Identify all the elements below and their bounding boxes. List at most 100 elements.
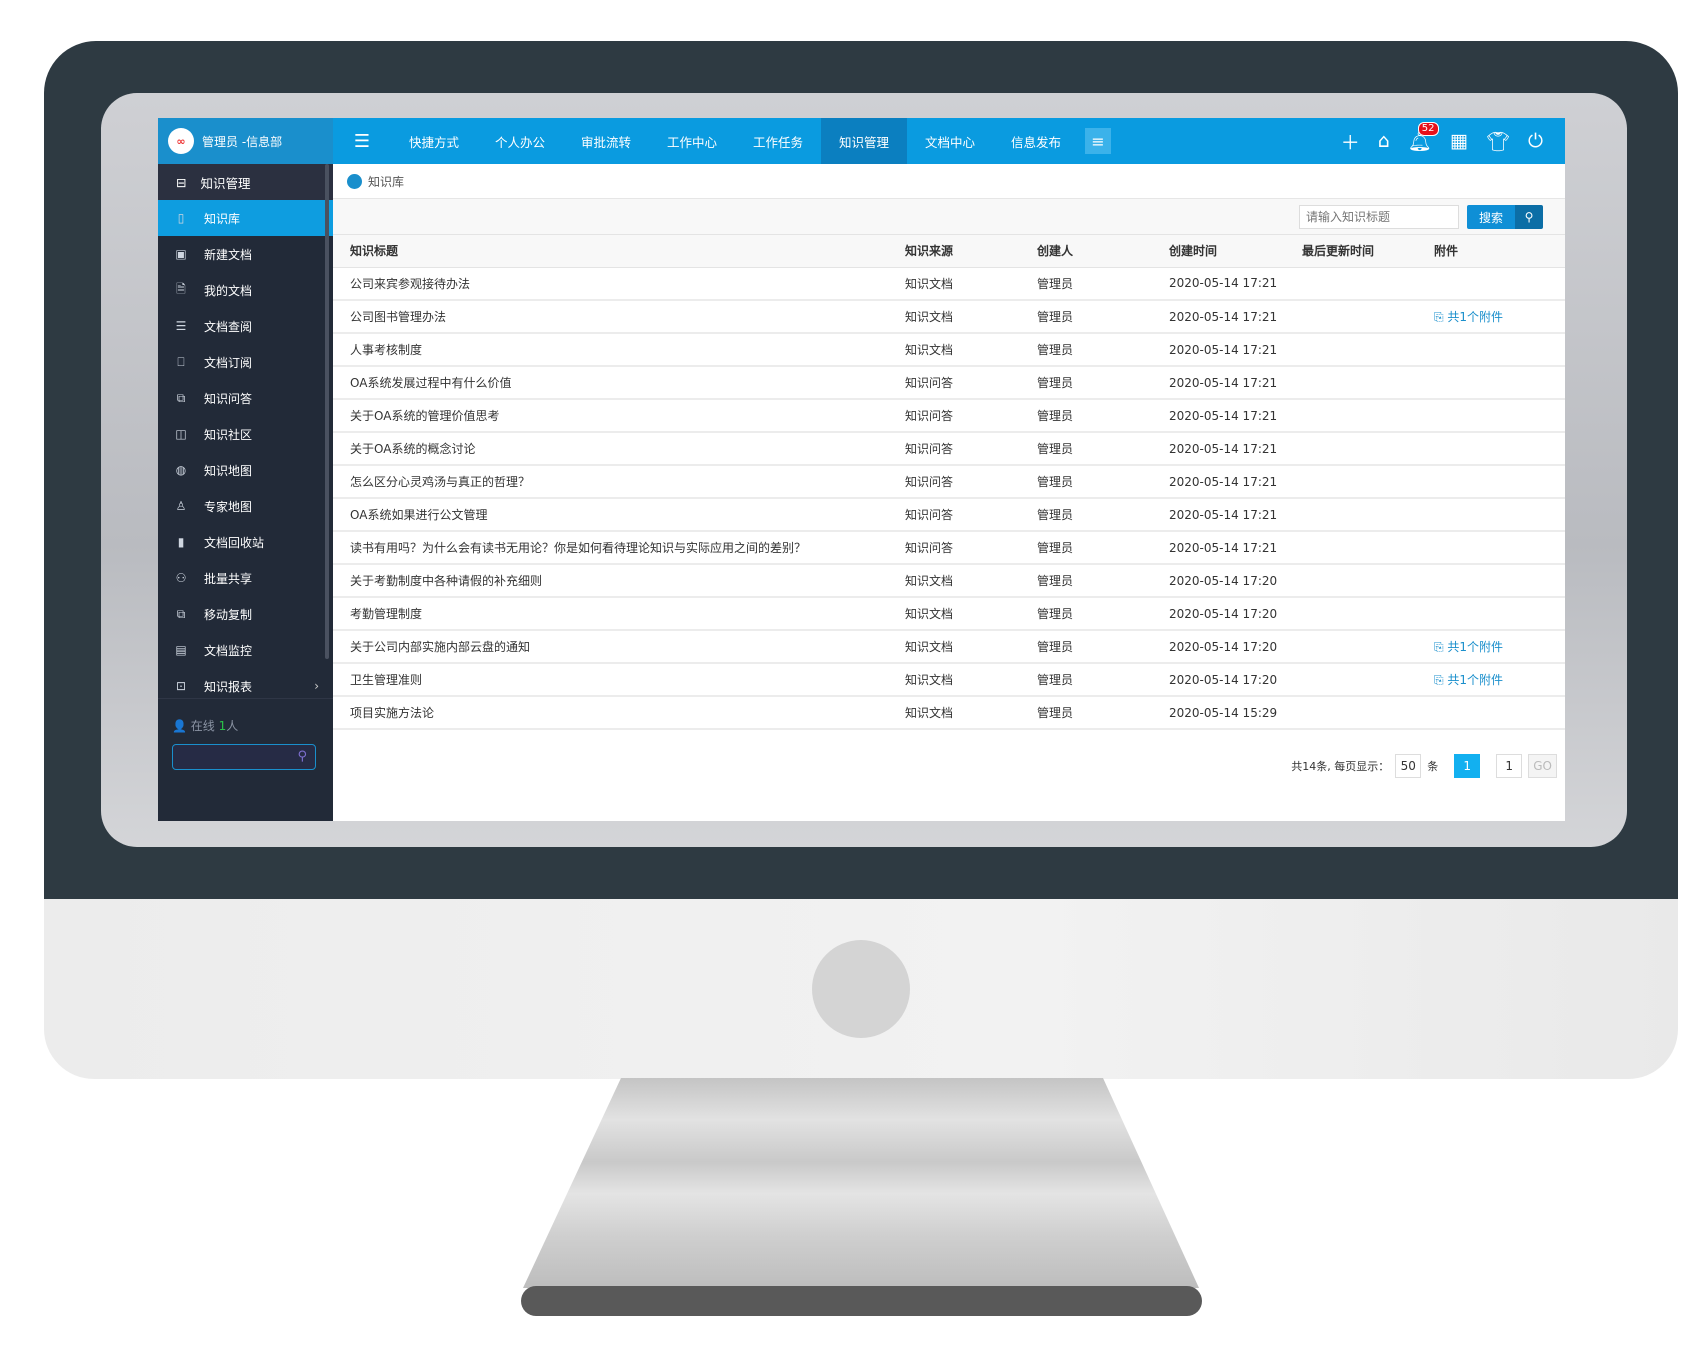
sidebar-item[interactable]: ▯ 知识库 (158, 200, 333, 236)
home-icon[interactable]: ⌂ (1377, 130, 1390, 152)
column-header[interactable]: 创建人 (1037, 235, 1169, 268)
sidebar-item-label: 知识社区 (204, 427, 253, 442)
table-row[interactable]: 关于OA系统的概念讨论 知识问答 管理员 2020-05-14 17:21 (333, 432, 1565, 466)
sidebar-item[interactable]: ▮ 文档回收站 (158, 524, 333, 560)
sidebar-item[interactable]: ▤ 文档监控 (158, 632, 333, 668)
table-row[interactable]: 卫生管理准则 知识文档 管理员 2020-05-14 17:20 ⎘ 共1个附件 (333, 663, 1565, 697)
attachment-link[interactable]: 共1个附件 (1447, 640, 1504, 654)
attachment-link[interactable]: 共1个附件 (1447, 310, 1504, 324)
apps-icon[interactable]: ▦ (1449, 130, 1468, 152)
title-cell[interactable]: OA系统发展过程中有什么价值 (333, 366, 905, 400)
more-menu-icon[interactable]: ≡ (1085, 128, 1111, 154)
sidebar-scrollbar[interactable] (325, 164, 329, 659)
column-header[interactable]: 知识来源 (905, 235, 1037, 268)
title-cell[interactable]: 读书有用吗？为什么会有读书无用论？你是如何看待理论知识与实际应用之间的差别？ (333, 531, 905, 565)
created-time-cell: 2020-05-14 17:21 (1169, 531, 1302, 565)
title-cell[interactable]: 卫生管理准则 (333, 663, 905, 697)
menu-collapse-icon[interactable]: ☰ (353, 130, 371, 152)
table-row[interactable]: 怎么区分心灵鸡汤与真正的哲理？ 知识问答 管理员 2020-05-14 17:21 (333, 465, 1565, 499)
sidebar-item[interactable]: ◍ 知识地图 (158, 452, 333, 488)
source-cell: 知识文档 (905, 300, 1037, 334)
page-button-current[interactable]: 1 (1454, 754, 1481, 778)
column-header[interactable]: 附件 (1434, 235, 1565, 268)
updated-time-cell (1302, 564, 1434, 598)
table-row[interactable]: 关于考勤制度中各种请假的补充细则 知识文档 管理员 2020-05-14 17:20 (333, 564, 1565, 598)
table-row[interactable]: OA系统如果进行公文管理 知识问答 管理员 2020-05-14 17:21 (333, 498, 1565, 532)
table-row[interactable]: OA系统发展过程中有什么价值 知识问答 管理员 2020-05-14 17:21 (333, 366, 1565, 400)
table-row[interactable]: 关于OA系统的管理价值思考 知识问答 管理员 2020-05-14 17:21 (333, 399, 1565, 433)
source-cell: 知识问答 (905, 531, 1037, 565)
skin-shirt-icon[interactable]: 👕︎ (1485, 130, 1510, 153)
title-cell[interactable]: 考勤管理制度 (333, 597, 905, 631)
created-time-cell: 2020-05-14 17:21 (1169, 300, 1302, 334)
creator-cell: 管理员 (1037, 333, 1169, 367)
plus-icon[interactable]: ＋ (1340, 131, 1360, 154)
search-icon[interactable]: ⚲ (297, 749, 307, 764)
sidebar-item[interactable]: ⧉ 移动复制 (158, 596, 333, 632)
nav-item[interactable]: 工作中心 (666, 134, 717, 150)
attachment-cell[interactable]: ⎘ 共1个附件 (1434, 630, 1565, 664)
nav-item[interactable]: 文档中心 (924, 134, 975, 150)
sidebar-item[interactable]: ▣ 新建文档 (158, 236, 333, 272)
column-header[interactable]: 创建时间 (1169, 235, 1302, 268)
table-row[interactable]: 关于公司内部实施内部云盘的通知 知识文档 管理员 2020-05-14 17:20 ⎘ … (333, 630, 1565, 664)
title-cell[interactable]: 公司图书管理办法 (333, 300, 905, 334)
table-row[interactable]: 项目实施方法论 知识文档 管理员 2020-05-14 15:29 (333, 696, 1565, 730)
attachment-cell[interactable]: ⎘ 共1个附件 (1434, 300, 1565, 334)
title-cell[interactable]: 关于公司内部实施内部云盘的通知 (333, 630, 905, 664)
table-row[interactable]: 公司图书管理办法 知识文档 管理员 2020-05-14 17:21 ⎘ 共1个附件 (333, 300, 1565, 334)
attachment-cell (1434, 597, 1565, 631)
nav-item[interactable]: 审批流转 (580, 134, 631, 150)
sidebar-item[interactable]: ⚇ 批量共享 (158, 560, 333, 596)
title-cell[interactable]: 关于考勤制度中各种请假的补充细则 (333, 564, 905, 598)
attachment-cell (1434, 498, 1565, 532)
sidebar-item[interactable]: ⎕ 文档订阅 (158, 344, 333, 380)
sidebar-item[interactable]: ♙ 专家地图 (158, 488, 333, 524)
nav-item[interactable]: 知识管理 (821, 118, 907, 164)
table-row[interactable]: 人事考核制度 知识文档 管理员 2020-05-14 17:21 (333, 333, 1565, 367)
nav-item[interactable]: 工作任务 (752, 134, 803, 150)
sidebar-item[interactable]: ◫ 知识社区 (158, 416, 333, 452)
nav-item[interactable]: 信息发布 (1010, 134, 1061, 150)
sidebar-item[interactable]: 🗎︎ 我的文档 (158, 272, 333, 308)
bell-icon[interactable]: 🔔︎ 52 (1408, 121, 1439, 153)
title-cell[interactable]: 公司来宾参观接待办法 (333, 267, 905, 301)
title-cell[interactable]: 关于OA系统的管理价值思考 (333, 399, 905, 433)
sidebar-item[interactable]: ⧉ 知识问答 (158, 380, 333, 416)
title-cell[interactable]: 项目实施方法论 (333, 696, 905, 730)
sidebar-item-label: 文档回收站 (204, 535, 265, 550)
user-brand[interactable]: ∞ 管理员 -信息部 (158, 118, 333, 164)
title-cell[interactable]: OA系统如果进行公文管理 (333, 498, 905, 532)
power-icon[interactable]: ⏻ (1527, 130, 1543, 152)
attachment-cell[interactable]: ⎘ 共1个附件 (1434, 663, 1565, 697)
go-button[interactable]: GO (1528, 754, 1557, 778)
chat-icon: ⧉ (176, 390, 186, 405)
search-icon[interactable]: ⚲ (1515, 205, 1543, 229)
nav-item[interactable]: 快捷方式 (408, 134, 459, 150)
search-button[interactable]: 搜索 (1467, 205, 1515, 229)
knowledge-search-input[interactable] (1299, 205, 1459, 229)
goto-page-input[interactable]: 1 (1496, 754, 1523, 778)
sidebar-section-header[interactable]: ⊟ 知识管理 (158, 164, 333, 200)
updated-time-cell (1302, 300, 1434, 334)
attachment-link[interactable]: 共1个附件 (1447, 673, 1504, 687)
paperclip-icon: ⎘ (1434, 310, 1448, 324)
source-cell: 知识文档 (905, 663, 1037, 697)
nav-item[interactable]: 个人办公 (494, 134, 545, 150)
sidebar-search-input[interactable]: ⚲ (172, 744, 316, 770)
creator-cell: 管理员 (1037, 663, 1169, 697)
title-cell[interactable]: 怎么区分心灵鸡汤与真正的哲理？ (333, 465, 905, 499)
title-cell[interactable]: 关于OA系统的概念讨论 (333, 432, 905, 466)
sidebar-item[interactable]: ⊡ 知识报表 › (158, 668, 333, 704)
source-cell: 知识问答 (905, 399, 1037, 433)
sidebar-item[interactable]: ☰ 文档查阅 (158, 308, 333, 344)
sidebar-item-label: 知识库 (204, 211, 241, 226)
title-cell[interactable]: 人事考核制度 (333, 333, 905, 367)
created-time-cell: 2020-05-14 17:21 (1169, 333, 1302, 367)
table-row[interactable]: 公司来宾参观接待办法 知识文档 管理员 2020-05-14 17:21 (333, 267, 1565, 301)
table-row[interactable]: 读书有用吗？为什么会有读书无用论？你是如何看待理论知识与实际应用之间的差别？ 知识… (333, 531, 1565, 565)
page-size-select[interactable]: 50 (1395, 754, 1422, 778)
column-header[interactable]: 知识标题 (333, 235, 905, 268)
table-row[interactable]: 考勤管理制度 知识文档 管理员 2020-05-14 17:20 (333, 597, 1565, 631)
column-header[interactable]: 最后更新时间 (1302, 235, 1434, 268)
